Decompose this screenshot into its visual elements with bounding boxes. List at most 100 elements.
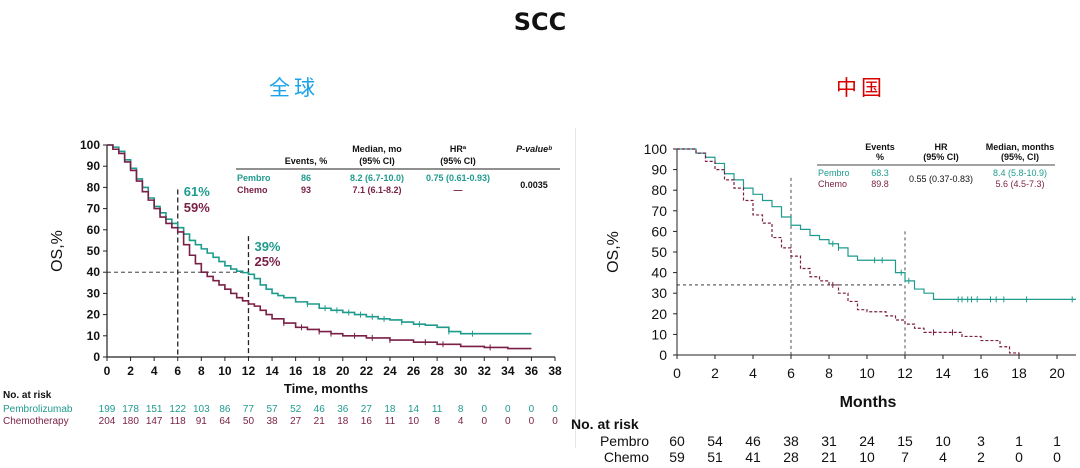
x-tick-label: 30 (454, 364, 468, 378)
at-risk-value: 10 (935, 433, 951, 449)
table-row-label: Chemo (237, 185, 268, 195)
y-tick-label: 50 (87, 244, 101, 258)
at-risk-value: 91 (196, 416, 208, 427)
at-risk-row-label: Chemo (604, 449, 649, 465)
at-risk-value: 204 (99, 416, 116, 427)
at-risk-value: 51 (707, 449, 723, 465)
x-tick-label: 28 (430, 364, 444, 378)
at-risk-value: 0 (1015, 449, 1023, 465)
at-risk-value: 60 (669, 433, 685, 449)
x-tick-label: 18 (313, 364, 327, 378)
at-risk-value: 28 (783, 449, 799, 465)
y-tick-label: 0 (93, 350, 100, 364)
at-risk-value: 11 (432, 404, 443, 415)
y-tick-label: 30 (87, 286, 101, 300)
x-tick-label: 4 (151, 364, 158, 378)
x-tick-label: 0 (104, 364, 111, 378)
table-header: Median, months (986, 142, 1055, 152)
table-header: Events (865, 142, 895, 152)
y-tick-label: 50 (651, 244, 667, 260)
pembro-12m-label: 39% (254, 239, 280, 254)
at-risk-value: 1 (1053, 433, 1061, 449)
page-title: SCC (513, 8, 567, 36)
at-risk-title: No. at risk (3, 390, 52, 401)
table-median: 8.4 (5.8-10.9) (993, 168, 1047, 178)
y-tick-label: 80 (651, 182, 667, 198)
x-tick-label: 22 (360, 364, 374, 378)
at-risk-value: 86 (219, 404, 231, 415)
table-header: (95% CI) (440, 156, 476, 166)
at-risk-value: 52 (290, 404, 302, 415)
x-tick-label: 4 (749, 365, 757, 381)
at-risk-value: 118 (170, 416, 186, 427)
at-risk-value: 3 (977, 433, 985, 449)
at-risk-title: No. at risk (571, 416, 639, 432)
y-tick-label: 60 (87, 223, 101, 237)
x-tick-label: 14 (265, 364, 279, 378)
table-row-label: Pembro (818, 168, 850, 178)
x-tick-label: 10 (218, 364, 232, 378)
x-tick-label: 18 (1011, 365, 1027, 381)
at-risk-value: 4 (939, 449, 947, 465)
at-risk-value: 27 (290, 416, 302, 427)
at-risk-value: 0 (552, 404, 558, 415)
at-risk-value: 178 (122, 404, 139, 415)
at-risk-value: 38 (783, 433, 799, 449)
x-tick-label: 26 (407, 364, 421, 378)
at-risk-value: 18 (337, 416, 349, 427)
y-tick-label: 90 (651, 162, 667, 178)
table-hr: 0.75 (0.61-0.93) (426, 173, 490, 183)
at-risk-value: 0 (505, 416, 511, 427)
table-row-label: Pembro (237, 173, 271, 183)
x-tick-label: 2 (127, 364, 134, 378)
at-risk-value: 0 (481, 404, 487, 415)
y-tick-label: 90 (87, 159, 101, 173)
at-risk-value: 11 (385, 416, 396, 427)
at-risk-value: 21 (821, 449, 837, 465)
table-events: 89.8 (871, 179, 889, 189)
at-risk-value: 7 (901, 449, 909, 465)
at-risk-value: 16 (361, 416, 373, 427)
x-tick-label: 6 (787, 365, 795, 381)
x-tick-label: 34 (501, 364, 515, 378)
table-pvalue: 0.0035 (520, 180, 548, 190)
table-header: % (876, 152, 884, 162)
chemo-6m-label: 59% (184, 200, 210, 215)
table-row-label: Chemo (818, 179, 847, 189)
table-median: 8.2 (6.7-10.0) (350, 173, 404, 183)
chemo-survival-curve (107, 144, 532, 350)
at-risk-value: 10 (408, 416, 420, 427)
table-header: (95% CI) (923, 152, 959, 162)
x-tick-label: 0 (673, 365, 681, 381)
x-tick-label: 24 (383, 364, 397, 378)
chemo-survival-curve (677, 148, 1020, 355)
at-risk-value: 18 (384, 404, 396, 415)
at-risk-value: 59 (669, 449, 685, 465)
y-tick-label: 70 (651, 203, 667, 219)
pembro-6m-label: 61% (184, 184, 210, 199)
at-risk-value: 57 (266, 404, 278, 415)
y-tick-label: 40 (651, 265, 667, 281)
x-tick-label: 8 (198, 364, 205, 378)
panel-divider (575, 128, 576, 448)
at-risk-value: 77 (243, 404, 255, 415)
x-axis-label: Months (840, 394, 897, 411)
at-risk-value: 64 (219, 416, 231, 427)
chemo-12m-label: 25% (254, 254, 280, 269)
y-tick-label: 30 (651, 285, 667, 301)
x-tick-label: 12 (242, 364, 256, 378)
y-tick-label: 40 (87, 265, 101, 279)
at-risk-value: 199 (99, 404, 116, 415)
at-risk-value: 15 (897, 433, 913, 449)
y-axis-label: OS,% (605, 231, 622, 273)
at-risk-value: 122 (169, 404, 186, 415)
at-risk-value: 46 (745, 433, 761, 449)
at-risk-value: 180 (122, 416, 139, 427)
x-tick-label: 6 (174, 364, 181, 378)
x-tick-label: 20 (336, 364, 350, 378)
y-tick-label: 100 (80, 138, 100, 152)
at-risk-value: 1 (1015, 433, 1023, 449)
china-chart-title: 中国 (836, 76, 886, 100)
